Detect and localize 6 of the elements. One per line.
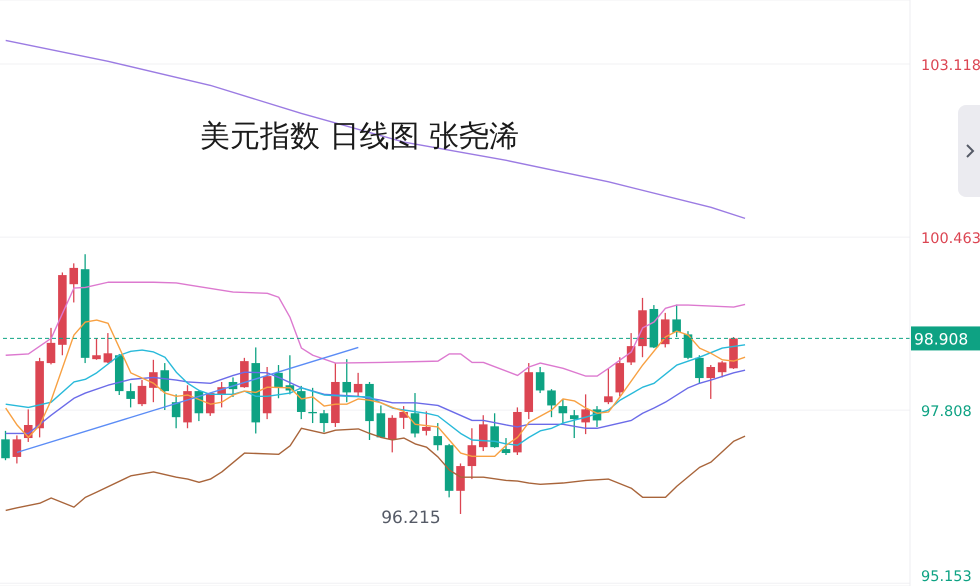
y-tick-label: 95.153 xyxy=(921,569,972,585)
y-tick-label: 103.118 xyxy=(921,58,980,74)
y-tick-label: 97.808 xyxy=(921,404,972,420)
y-tick-label: 100.463 xyxy=(921,231,980,248)
annotation: 96.215 xyxy=(381,508,441,528)
ref-line-label: 98.908 xyxy=(914,330,968,348)
